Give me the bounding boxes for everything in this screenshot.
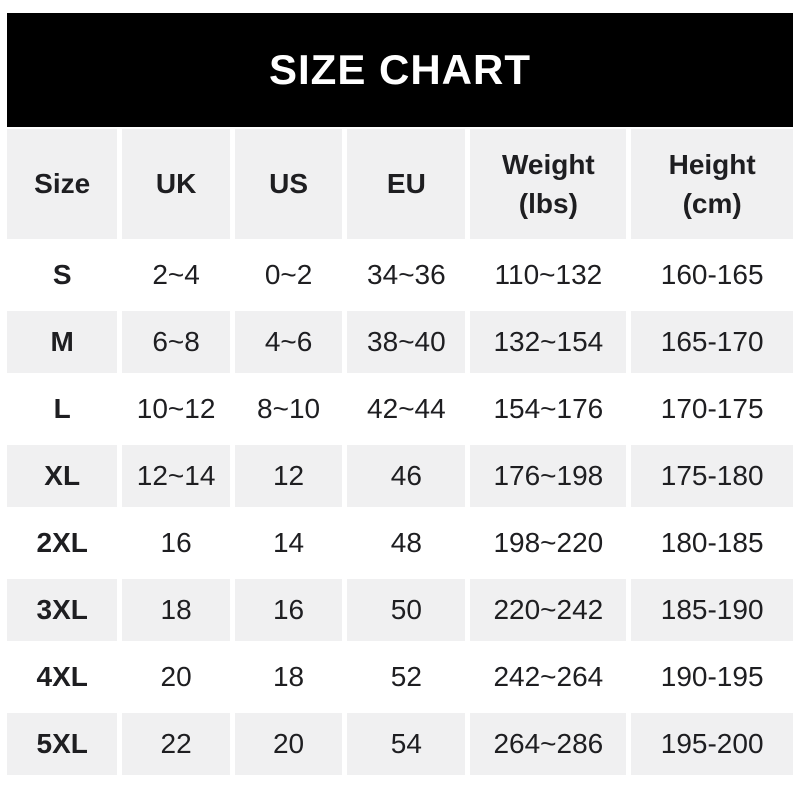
table-cell: 170-175: [631, 378, 793, 440]
column-header-unit: (cm): [682, 188, 742, 219]
column-header-size: Size: [7, 129, 118, 239]
table-cell: 190-195: [631, 646, 793, 708]
table-cell: 48: [347, 512, 466, 574]
table-cell: 10~12: [122, 378, 230, 440]
column-header-label: Size: [34, 168, 91, 200]
table-cell: 176~198: [470, 445, 627, 507]
table-cell: 264~286: [470, 713, 627, 775]
column-header-label: EU: [386, 168, 426, 200]
column-header-unit: (lbs): [518, 188, 578, 219]
table-cell: 50: [347, 579, 466, 641]
table-cell: 14: [234, 512, 343, 574]
column-header-label: Weight: [501, 148, 595, 180]
column-header-height: Height (cm): [631, 129, 793, 239]
table-cell: 38~40: [347, 311, 466, 373]
table-cell: 12~14: [122, 445, 230, 507]
table-cell: 132~154: [470, 311, 627, 373]
column-header-us: US: [234, 129, 343, 239]
table-cell: 16: [122, 512, 230, 574]
table-cell: 110~132: [470, 244, 627, 306]
table-cell: 195-200: [631, 713, 793, 775]
table-cell: 18: [234, 646, 343, 708]
size-chart-table: Size UK US EU Weight (lbs) Height (cm) S…: [7, 129, 793, 775]
row-s-size-label: S: [7, 244, 118, 306]
table-cell: 154~176: [470, 378, 627, 440]
table-cell: 52: [347, 646, 466, 708]
table-cell: 42~44: [347, 378, 466, 440]
row-3xl-size-label: 3XL: [7, 579, 118, 641]
column-header-eu: EU: [347, 129, 466, 239]
row-5xl-size-label: 5XL: [7, 713, 118, 775]
column-header-label: US: [269, 168, 309, 200]
row-m-size-label: M: [7, 311, 118, 373]
table-cell: 220~242: [470, 579, 627, 641]
table-cell: 12: [234, 445, 343, 507]
table-cell: 16: [234, 579, 343, 641]
column-header-uk: UK: [122, 129, 230, 239]
table-cell: 0~2: [234, 244, 343, 306]
row-xl-size-label: XL: [7, 445, 118, 507]
table-cell: 2~4: [122, 244, 230, 306]
table-cell: 180-185: [631, 512, 793, 574]
table-cell: 22: [122, 713, 230, 775]
table-cell: 175-180: [631, 445, 793, 507]
table-cell: 160-165: [631, 244, 793, 306]
table-cell: 6~8: [122, 311, 230, 373]
table-cell: 46: [347, 445, 466, 507]
table-cell: 18: [122, 579, 230, 641]
table-cell: 4~6: [234, 311, 343, 373]
table-cell: 20: [234, 713, 343, 775]
table-cell: 242~264: [470, 646, 627, 708]
row-2xl-size-label: 2XL: [7, 512, 118, 574]
table-cell: 20: [122, 646, 230, 708]
table-cell: 8~10: [234, 378, 343, 440]
row-4xl-size-label: 4XL: [7, 646, 118, 708]
column-header-label: Height: [668, 148, 756, 180]
page-title: SIZE CHART: [269, 46, 531, 93]
table-cell: 185-190: [631, 579, 793, 641]
size-chart-banner: SIZE CHART: [7, 13, 793, 127]
table-cell: 198~220: [470, 512, 627, 574]
table-cell: 34~36: [347, 244, 466, 306]
table-cell: 165-170: [631, 311, 793, 373]
column-header-weight: Weight (lbs): [470, 129, 627, 239]
table-cell: 54: [347, 713, 466, 775]
column-header-label: UK: [155, 168, 197, 200]
row-l-size-label: L: [7, 378, 118, 440]
